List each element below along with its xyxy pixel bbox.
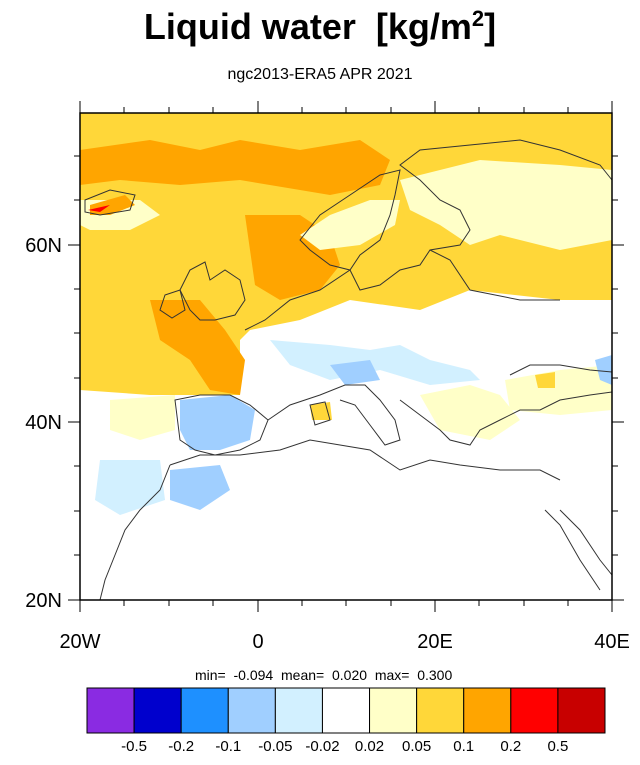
field-negative-canaries <box>95 460 165 515</box>
colorbar-label: 0.02 <box>354 738 385 755</box>
field-pale-scandinavia <box>400 160 612 250</box>
x-tick-labels: 20W 0 20E 40E <box>59 631 629 653</box>
field-negative-morocco <box>170 465 230 510</box>
coast-balkans-turkey <box>399 391 612 446</box>
colorbar-box <box>274 687 323 734</box>
stats-line: min= -0.094 mean= 0.020 max= 0.300 <box>195 667 452 683</box>
colorbar-box <box>227 687 276 734</box>
colorbar-box <box>557 687 606 734</box>
coast-north-africa <box>169 439 561 481</box>
y-tick-labels: 20N 40N 60N <box>25 235 62 612</box>
map-title: Liquid water [kg/m2] <box>0 6 640 48</box>
y-tick-label-60n: 60N <box>25 235 62 257</box>
field-pale-atlantic <box>110 395 175 440</box>
field-orange-north-atlantic <box>80 140 390 195</box>
coast-red-sea-east <box>559 509 612 576</box>
colorbar-box <box>369 687 418 734</box>
coast-sardinia <box>309 401 331 426</box>
title-unit: [kg/m <box>375 6 472 47</box>
stats-mean-label: mean= <box>281 667 325 683</box>
coast-scandinavia <box>299 169 401 271</box>
title-unit-end: ] <box>484 6 497 47</box>
y-tick-label-40n: 40N <box>25 412 62 434</box>
colorbar-label: -0.02 <box>305 738 340 755</box>
y-tick-label-20n: 20N <box>25 590 62 612</box>
x-tick-label-0: 0 <box>252 631 263 653</box>
coast-north-med <box>267 384 401 446</box>
x-tick-label-20w: 20W <box>59 631 100 653</box>
colorbar-label: -0.2 <box>168 738 195 755</box>
coast-baltic <box>429 249 560 301</box>
coast-red-sea-west <box>544 509 601 591</box>
colorbar-label: -0.1 <box>215 738 242 755</box>
x-tick-label-20e: 20E <box>417 631 453 653</box>
field-negative-iberia <box>180 395 255 450</box>
map-subtitle: ngc2013-ERA5 APR 2021 <box>227 66 413 83</box>
stats-min-label: min= <box>195 667 226 683</box>
field-pale-turkey <box>505 365 612 415</box>
colorbar-label: -0.5 <box>121 738 148 755</box>
field-negative-caspian-edge <box>595 355 612 385</box>
map-field <box>80 113 612 600</box>
field-negative-alps <box>330 360 380 385</box>
colorbar-label: -0.05 <box>258 738 293 755</box>
colorbar-label: 0.05 <box>401 738 432 755</box>
coast-north-europe <box>244 139 612 331</box>
colorbar-box <box>86 687 135 734</box>
field-negative-central-europe <box>270 340 480 385</box>
colorbar-box <box>321 687 371 734</box>
field-red-iceland <box>88 205 110 212</box>
stats-mean-value: 0.020 <box>331 667 368 683</box>
coast-great-britain <box>179 261 246 321</box>
title-unit-exponent: 2 <box>471 6 485 31</box>
coast-black-sea <box>509 364 612 376</box>
stats-max-label: max= <box>374 667 410 683</box>
coastlines <box>84 139 612 600</box>
coast-iberia <box>174 394 269 456</box>
coast-ireland <box>159 289 186 319</box>
colorbar-box <box>416 687 465 734</box>
colorbar-box <box>510 687 559 734</box>
colorbar-box <box>463 687 512 734</box>
stats-max-value: 0.300 <box>417 667 453 683</box>
colorbar-box <box>180 687 229 734</box>
colorbar-box <box>133 687 182 734</box>
colorbar-label: 0.1 <box>453 738 475 755</box>
x-tick-label-40e: 40E <box>594 631 630 653</box>
field-pale-balkans <box>420 385 520 440</box>
colorbar <box>86 687 606 734</box>
colorbar-label: 0.2 <box>500 738 522 755</box>
field-positive-turkey <box>535 372 555 388</box>
axis-ticks <box>68 101 624 612</box>
title-text: Liquid water <box>143 6 356 47</box>
coast-iceland <box>84 189 136 216</box>
field-pale-norway <box>300 200 400 250</box>
colorbar-label: 0.5 <box>547 738 569 755</box>
stats-min-value: -0.094 <box>233 667 274 683</box>
field-orange-biscay <box>150 300 245 395</box>
coast-west-africa <box>99 464 171 600</box>
